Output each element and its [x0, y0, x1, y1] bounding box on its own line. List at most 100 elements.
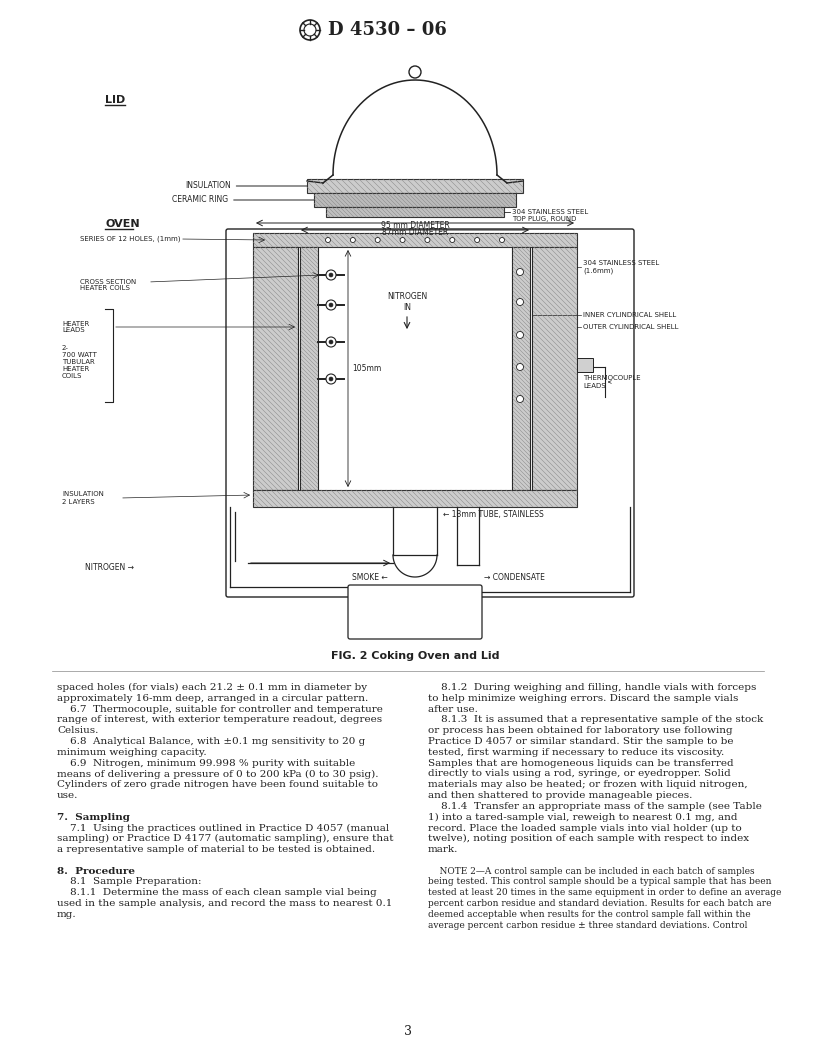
Circle shape — [329, 340, 333, 344]
Text: NITROGEN
IN: NITROGEN IN — [387, 293, 427, 312]
Circle shape — [517, 299, 524, 305]
Circle shape — [517, 268, 524, 276]
Circle shape — [326, 270, 336, 280]
Circle shape — [350, 238, 355, 243]
Circle shape — [329, 274, 333, 277]
Text: MICROPROCESSOR
CONTROLLER: MICROPROCESSOR CONTROLLER — [372, 602, 458, 622]
Text: or process has been obtained for laboratory use following: or process has been obtained for laborat… — [428, 727, 733, 735]
Text: percent carbon residue and standard deviation. Results for each batch are: percent carbon residue and standard devi… — [428, 899, 771, 908]
Circle shape — [450, 238, 455, 243]
Text: SERIES OF 12 HOLES, (1mm): SERIES OF 12 HOLES, (1mm) — [80, 235, 180, 242]
Text: Celsius.: Celsius. — [57, 727, 99, 735]
Text: minimum weighing capacity.: minimum weighing capacity. — [57, 748, 206, 757]
Circle shape — [329, 303, 333, 307]
Text: after use.: after use. — [428, 704, 478, 714]
Circle shape — [326, 337, 336, 347]
Text: D 4530 – 06: D 4530 – 06 — [328, 21, 447, 39]
Text: 8.1.1  Determine the mass of each clean sample vial being: 8.1.1 Determine the mass of each clean s… — [57, 888, 377, 898]
Text: 8.1.3  It is assumed that a representative sample of the stock: 8.1.3 It is assumed that a representativ… — [428, 715, 763, 724]
Bar — [326, 207, 504, 216]
Text: means of delivering a pressure of 0 to 200 kPa (0 to 30 psig).: means of delivering a pressure of 0 to 2… — [57, 770, 379, 778]
Text: mark.: mark. — [428, 845, 459, 854]
Text: 6.9  Nitrogen, minimum 99.998 % purity with suitable: 6.9 Nitrogen, minimum 99.998 % purity wi… — [57, 758, 355, 768]
Text: 2-
700 WATT
TUBULAR
HEATER
COILS: 2- 700 WATT TUBULAR HEATER COILS — [62, 345, 97, 379]
Text: NOTE 2—A control sample can be included in each batch of samples: NOTE 2—A control sample can be included … — [428, 867, 755, 875]
Text: 3: 3 — [404, 1025, 412, 1038]
Text: CROSS SECTION
HEATER COILS: CROSS SECTION HEATER COILS — [80, 279, 136, 291]
Circle shape — [409, 65, 421, 78]
Text: 105mm: 105mm — [352, 364, 381, 373]
Circle shape — [326, 374, 336, 384]
Circle shape — [517, 396, 524, 402]
Text: twelve), noting position of each sample with respect to index: twelve), noting position of each sample … — [428, 834, 749, 844]
Text: 7.  Sampling: 7. Sampling — [57, 813, 130, 822]
Text: ← 13mm TUBE, STAINLESS: ← 13mm TUBE, STAINLESS — [443, 510, 543, 520]
Text: NITROGEN →: NITROGEN → — [85, 564, 134, 572]
Text: → CONDENSATE: → CONDENSATE — [484, 572, 545, 582]
Text: spaced holes (for vials) each 21.2 ± 0.1 mm in diameter by: spaced holes (for vials) each 21.2 ± 0.1… — [57, 683, 367, 692]
Text: INNER CYLINDRICAL SHELL: INNER CYLINDRICAL SHELL — [583, 312, 676, 318]
Text: 87mm DIAMETER: 87mm DIAMETER — [382, 228, 448, 237]
Text: 8.1  Sample Preparation:: 8.1 Sample Preparation: — [57, 878, 202, 886]
Text: CERAMIC RING: CERAMIC RING — [172, 195, 314, 205]
Circle shape — [517, 363, 524, 371]
Text: average percent carbon residue ± three standard deviations. Control: average percent carbon residue ± three s… — [428, 921, 747, 929]
Text: approximately 16-mm deep, arranged in a circular pattern.: approximately 16-mm deep, arranged in a … — [57, 694, 368, 703]
Text: mg.: mg. — [57, 910, 77, 919]
Text: range of interest, with exterior temperature readout, degrees: range of interest, with exterior tempera… — [57, 715, 382, 724]
Circle shape — [400, 238, 405, 243]
Text: 1) into a tared-sample vial, reweigh to nearest 0.1 mg, and: 1) into a tared-sample vial, reweigh to … — [428, 813, 738, 822]
Text: Practice D 4057 or similar standard. Stir the sample to be: Practice D 4057 or similar standard. Sti… — [428, 737, 734, 746]
Text: and then shattered to provide manageable pieces.: and then shattered to provide manageable… — [428, 791, 692, 800]
Circle shape — [475, 238, 480, 243]
Text: 8.1.4  Transfer an appropriate mass of the sample (see Table: 8.1.4 Transfer an appropriate mass of th… — [428, 802, 762, 811]
Text: 6.7  Thermocouple, suitable for controller and temperature: 6.7 Thermocouple, suitable for controlle… — [57, 704, 383, 714]
Bar — [314, 193, 516, 207]
Bar — [253, 247, 298, 490]
Text: OVEN: OVEN — [105, 219, 140, 229]
Text: to help minimize weighing errors. Discard the sample vials: to help minimize weighing errors. Discar… — [428, 694, 738, 703]
Text: 95 mm DIAMETER: 95 mm DIAMETER — [380, 221, 450, 230]
Text: use.: use. — [57, 791, 78, 800]
Bar — [307, 180, 523, 193]
Text: tested, first warming if necessary to reduce its viscosity.: tested, first warming if necessary to re… — [428, 748, 725, 757]
Circle shape — [326, 238, 330, 243]
Text: record. Place the loaded sample vials into vial holder (up to: record. Place the loaded sample vials in… — [428, 824, 742, 832]
Text: used in the sample analysis, and record the mass to nearest 0.1: used in the sample analysis, and record … — [57, 899, 392, 908]
Text: INSULATION: INSULATION — [185, 182, 308, 190]
Bar — [532, 247, 577, 490]
Bar — [512, 247, 530, 490]
Text: INSULATION
2 LAYERS: INSULATION 2 LAYERS — [62, 491, 104, 505]
Circle shape — [326, 300, 336, 310]
Text: sampling) or Practice D 4177 (automatic sampling), ensure that: sampling) or Practice D 4177 (automatic … — [57, 834, 393, 844]
Text: materials may also be heated; or frozen with liquid nitrogen,: materials may also be heated; or frozen … — [428, 780, 747, 789]
FancyBboxPatch shape — [348, 585, 482, 639]
Text: Cylinders of zero grade nitrogen have been found suitable to: Cylinders of zero grade nitrogen have be… — [57, 780, 378, 789]
Circle shape — [517, 332, 524, 339]
Text: OUTER CYLINDRICAL SHELL: OUTER CYLINDRICAL SHELL — [583, 324, 678, 329]
Text: 304 STAINLESS STEEL
(1.6mm): 304 STAINLESS STEEL (1.6mm) — [583, 260, 659, 274]
Bar — [253, 233, 577, 247]
Text: HEATER
LEADS: HEATER LEADS — [62, 321, 89, 334]
Text: a representative sample of material to be tested is obtained.: a representative sample of material to b… — [57, 845, 375, 854]
Text: directly to vials using a rod, syringe, or eyedropper. Solid: directly to vials using a rod, syringe, … — [428, 770, 731, 778]
Text: Samples that are homogeneous liquids can be transferred: Samples that are homogeneous liquids can… — [428, 758, 734, 768]
FancyBboxPatch shape — [226, 229, 634, 597]
Text: deemed acceptable when results for the control sample fall within the: deemed acceptable when results for the c… — [428, 910, 751, 919]
Text: 6.8  Analytical Balance, with ±0.1 mg sensitivity to 20 g: 6.8 Analytical Balance, with ±0.1 mg sen… — [57, 737, 366, 746]
Text: SMOKE ←: SMOKE ← — [353, 572, 388, 582]
Text: 8.1.2  During weighing and filling, handle vials with forceps: 8.1.2 During weighing and filling, handl… — [428, 683, 756, 692]
Text: 304 STAINLESS STEEL
TOP PLUG, ROUND: 304 STAINLESS STEEL TOP PLUG, ROUND — [512, 209, 588, 222]
Circle shape — [375, 238, 380, 243]
Text: being tested. This control sample should be a typical sample that has been: being tested. This control sample should… — [428, 878, 771, 886]
Bar — [577, 358, 593, 372]
Text: 7.1  Using the practices outlined in Practice D 4057 (manual: 7.1 Using the practices outlined in Prac… — [57, 824, 389, 832]
Circle shape — [499, 238, 504, 243]
Circle shape — [329, 377, 333, 381]
Text: 8.  Procedure: 8. Procedure — [57, 867, 135, 875]
Bar — [253, 490, 577, 507]
Circle shape — [425, 238, 430, 243]
Bar — [300, 247, 318, 490]
Text: FIG. 2 Coking Oven and Lid: FIG. 2 Coking Oven and Lid — [330, 650, 499, 661]
Text: THERMOCOUPLE
LEADS: THERMOCOUPLE LEADS — [583, 376, 641, 389]
